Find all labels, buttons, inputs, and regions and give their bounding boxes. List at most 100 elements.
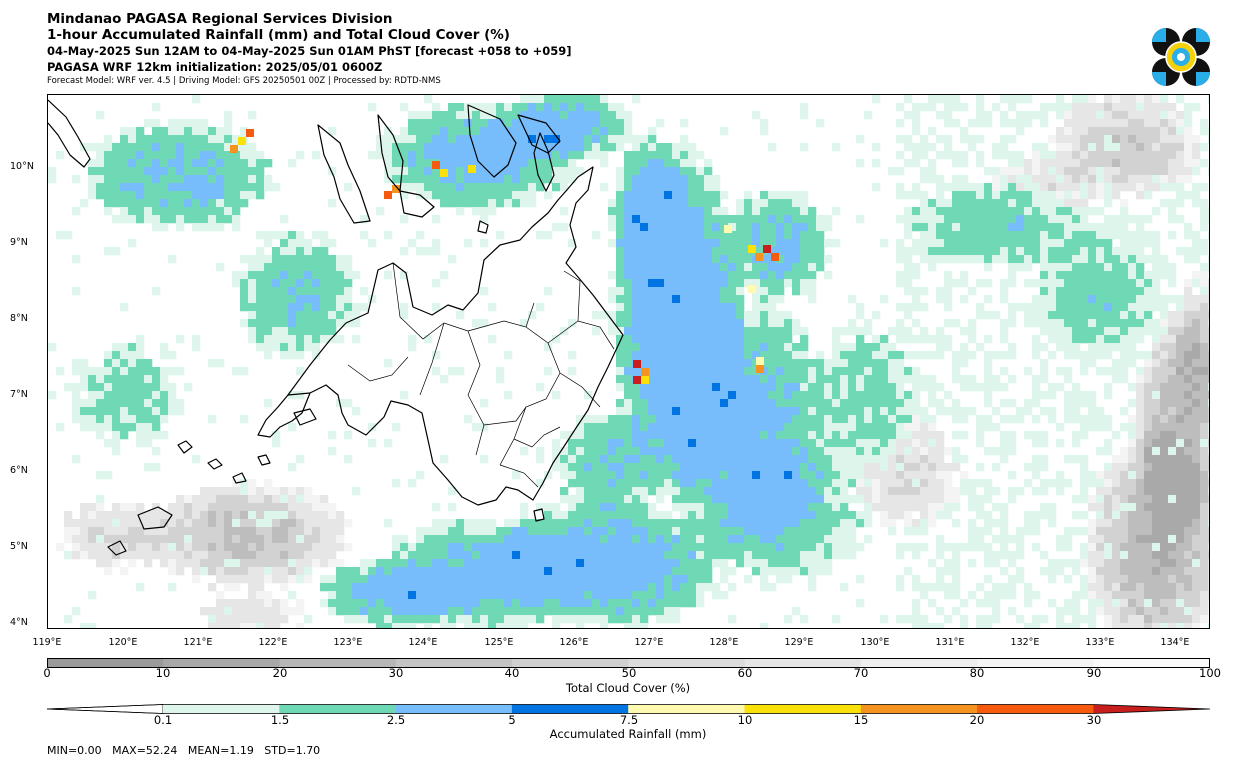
grid-cell [152, 423, 161, 432]
grid-cell [1072, 111, 1081, 120]
grid-cell [640, 391, 649, 400]
grid-cell [744, 463, 753, 472]
grid-cell [344, 287, 353, 296]
grid-cell [928, 255, 937, 264]
grid-cell [200, 191, 209, 200]
grid-cell [1128, 311, 1137, 320]
grid-cell [128, 343, 137, 352]
grid-cell [520, 111, 529, 120]
grid-cell [976, 103, 985, 112]
grid-cell [632, 143, 641, 152]
grid-cell [1176, 407, 1185, 416]
grid-cell [728, 239, 737, 248]
grid-cell [272, 279, 281, 288]
grid-cell [128, 183, 137, 192]
grid-cell [176, 223, 185, 232]
grid-cell [808, 487, 817, 496]
grid-cell [984, 199, 993, 208]
grid-cell [104, 359, 113, 368]
grid-cell [632, 311, 641, 320]
grid-cell [920, 415, 929, 424]
grid-cell [392, 159, 401, 168]
grid-cell [456, 311, 465, 320]
grid-cell [528, 159, 537, 168]
grid-cell [120, 175, 129, 184]
grid-cell [576, 439, 585, 448]
grid-cell [592, 327, 601, 336]
grid-cell [1056, 111, 1065, 120]
grid-cell [960, 543, 969, 552]
grid-cell [1096, 519, 1105, 528]
grid-cell [480, 119, 489, 128]
grid-cell [856, 375, 865, 384]
grid-cell [1064, 279, 1073, 288]
grid-cell [952, 239, 961, 248]
grid-cell [960, 255, 969, 264]
grid-cell [1088, 175, 1097, 184]
grid-cell [616, 447, 625, 456]
grid-cell [320, 503, 329, 512]
grid-cell [1184, 407, 1193, 416]
grid-cell [272, 503, 281, 512]
grid-cell [600, 447, 609, 456]
grid-cell [816, 263, 825, 272]
grid-cell [768, 327, 777, 336]
grid-cell [624, 439, 633, 448]
grid-cell [1192, 319, 1201, 328]
grid-cell [256, 511, 265, 520]
grid-cell [688, 343, 697, 352]
grid-cell [1032, 519, 1041, 528]
grid-cell [680, 551, 689, 560]
grid-cell [488, 519, 497, 528]
grid-cell [1080, 391, 1089, 400]
grid-cell [664, 143, 673, 152]
grid-cell [704, 271, 713, 280]
grid-cell [792, 223, 801, 232]
grid-cell [488, 143, 497, 152]
grid-cell [1080, 103, 1089, 112]
grid-cell [544, 543, 553, 552]
grid-cell [592, 519, 601, 528]
grid-cell [848, 479, 857, 488]
grid-cell [1008, 215, 1017, 224]
grid-cell [1056, 215, 1065, 224]
grid-cell [248, 335, 257, 344]
grid-cell [152, 175, 161, 184]
grid-cell [1152, 319, 1161, 328]
grid-cell [712, 367, 721, 376]
grid-cell [408, 151, 417, 160]
grid-cell [928, 423, 937, 432]
grid-cell [408, 551, 417, 560]
grid-cell [608, 127, 617, 136]
grid-cell [888, 439, 897, 448]
grid-cell [1144, 135, 1153, 144]
grid-cell [616, 511, 625, 520]
grid-cell [872, 495, 881, 504]
grid-cell [736, 199, 745, 208]
grid-cell [752, 263, 761, 272]
grid-cell [1040, 359, 1049, 368]
grid-cell [952, 319, 961, 328]
grid-cell [744, 271, 753, 280]
grid-cell [1016, 255, 1025, 264]
grid-cell [800, 551, 809, 560]
grid-cell [400, 159, 409, 168]
grid-cell [1000, 295, 1009, 304]
grid-cell [520, 159, 529, 168]
grid-cell [1000, 175, 1009, 184]
grid-cell [72, 399, 81, 408]
grid-cell [896, 239, 905, 248]
grid-cell [752, 335, 761, 344]
grid-cell [864, 407, 873, 416]
grid-cell [112, 431, 121, 440]
grid-cell [1040, 231, 1049, 240]
grid-cell [496, 119, 505, 128]
grid-cell [664, 487, 673, 496]
grid-cell [400, 303, 409, 312]
grid-cell [1088, 95, 1097, 104]
grid-cell [280, 543, 289, 552]
grid-cell [296, 295, 305, 304]
grid-cell [800, 351, 809, 360]
grid-cell [1000, 255, 1009, 264]
grid-cell [192, 335, 201, 344]
